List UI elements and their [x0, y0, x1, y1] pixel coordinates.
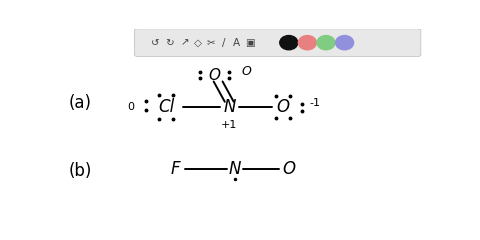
Text: (b): (b) — [69, 162, 92, 180]
Text: O: O — [276, 98, 290, 116]
Text: ✂: ✂ — [206, 38, 215, 48]
Text: ↺: ↺ — [151, 38, 159, 48]
Text: 0: 0 — [127, 102, 134, 112]
Text: A: A — [233, 38, 240, 48]
Text: ↗: ↗ — [180, 38, 189, 48]
Text: O: O — [208, 67, 220, 83]
Ellipse shape — [336, 36, 354, 50]
Text: (a): (a) — [69, 94, 92, 112]
Text: /: / — [222, 38, 226, 48]
Text: N: N — [223, 98, 236, 116]
Text: -1: -1 — [309, 98, 320, 108]
Text: N: N — [228, 160, 241, 178]
Text: O: O — [241, 65, 251, 78]
Text: O: O — [282, 160, 295, 178]
Ellipse shape — [317, 36, 335, 50]
Text: ◇: ◇ — [193, 38, 202, 48]
Text: ▣: ▣ — [245, 38, 254, 48]
Text: Cl: Cl — [158, 98, 174, 116]
Ellipse shape — [280, 36, 298, 50]
Text: ↻: ↻ — [166, 38, 174, 48]
Text: F: F — [170, 160, 180, 178]
Text: +1: +1 — [221, 120, 238, 130]
Ellipse shape — [299, 36, 316, 50]
FancyBboxPatch shape — [134, 29, 421, 57]
